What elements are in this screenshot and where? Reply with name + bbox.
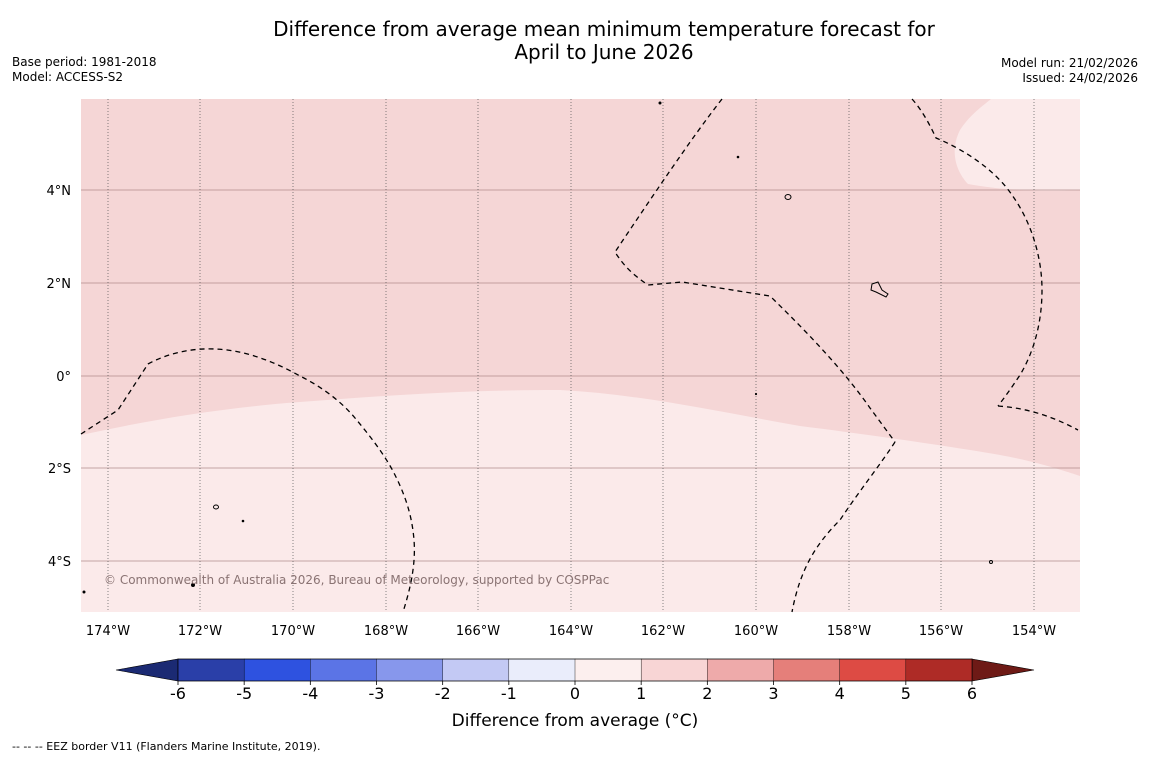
lon-label: 154°W	[1012, 624, 1056, 639]
lon-label: 170°W	[271, 624, 315, 639]
anomaly-region-0-to-1-northeast	[954, 99, 1080, 191]
eez-border-southeast	[791, 441, 896, 613]
colorbar-under-arrow	[115, 658, 179, 682]
lat-label: 2°N	[47, 277, 72, 292]
colorbar-tick-label: 0	[570, 684, 580, 703]
colorbar-segment	[310, 658, 377, 682]
lon-label: 158°W	[827, 624, 871, 639]
model-name: Model: ACCESS-S2	[12, 70, 124, 84]
lon-label: 166°W	[456, 624, 500, 639]
lon-label: 174°W	[86, 624, 130, 639]
copyright-text: © Commonwealth of Australia 2026, Bureau…	[104, 573, 609, 587]
meta-right: Model run: 21/02/2026 Issued: 24/02/2026	[1001, 56, 1138, 86]
issued-date: Issued: 24/02/2026	[1022, 71, 1138, 85]
lon-label: 160°W	[734, 624, 778, 639]
island	[870, 281, 889, 298]
colorbar-over-arrow	[971, 658, 1035, 682]
lon-label: 164°W	[549, 624, 593, 639]
island	[754, 392, 758, 396]
model-run: Model run: 21/02/2026	[1000, 56, 1138, 70]
colorbar-tick-label: 4	[835, 684, 845, 703]
colorbar-segment	[839, 658, 907, 682]
colorbar-tick-label: -4	[302, 684, 318, 703]
islands	[82, 101, 993, 594]
lat-label: 0°	[56, 370, 71, 385]
eez-border-west	[80, 348, 416, 613]
island	[241, 519, 245, 523]
eez-border-east	[911, 98, 1043, 407]
lat-label: 2°S	[48, 462, 71, 477]
colorbar-segment	[574, 658, 642, 682]
colorbar-segment	[177, 658, 245, 682]
colorbar: -6 -5 -4 -3 -2 -1 0 1 2 3 4 5 6	[115, 658, 1035, 703]
colorbar-segment	[773, 658, 841, 682]
island	[82, 590, 86, 594]
lat-label: 4°N	[47, 184, 72, 199]
eez-border-central	[614, 98, 896, 443]
island	[213, 504, 219, 510]
island	[736, 155, 740, 159]
colorbar-tick-label: -2	[435, 684, 451, 703]
island	[989, 560, 993, 564]
colorbar-segment	[508, 658, 576, 682]
lon-label: 168°W	[364, 624, 408, 639]
title-line-1: Difference from average mean minimum tem…	[273, 17, 935, 41]
colorbar-ticks: -6 -5 -4 -3 -2 -1 0 1 2 3 4 5 6	[170, 681, 977, 703]
island	[784, 194, 792, 200]
colorbar-tick-label: 6	[967, 684, 977, 703]
lat-axis-labels: 4°N 2°N 0° 2°S 4°S	[47, 184, 72, 570]
lat-label: 4°S	[48, 555, 71, 570]
map-title: Difference from average mean minimum tem…	[0, 18, 1150, 64]
island	[658, 101, 662, 105]
colorbar-tick-label: -6	[170, 684, 186, 703]
lon-label: 172°W	[178, 624, 222, 639]
lat-gridlines	[81, 189, 1080, 562]
lon-label: 162°W	[641, 624, 685, 639]
colorbar-tick-label: 1	[636, 684, 646, 703]
meta-left: Base period: 1981-2018 Model: ACCESS-S2	[12, 55, 157, 85]
colorbar-tick-label: 3	[768, 684, 778, 703]
lon-axis-labels: 174°W 172°W 170°W 168°W 166°W 164°W 162°…	[86, 624, 1056, 639]
colorbar-tick-label: -5	[236, 684, 252, 703]
colorbar-segments	[177, 658, 973, 682]
eez-border-east-south	[997, 405, 1079, 431]
eez-borders	[80, 98, 1079, 613]
colorbar-tick-label: 2	[702, 684, 712, 703]
lon-label: 156°W	[919, 624, 963, 639]
colorbar-tick-label: -3	[369, 684, 385, 703]
colorbar-tick-label: -1	[501, 684, 517, 703]
map-panel: © Commonwealth of Australia 2026, Bureau…	[80, 98, 1080, 613]
colorbar-label: Difference from average (°C)	[451, 711, 699, 731]
title-line-2: April to June 2026	[514, 40, 694, 64]
colorbar-segment	[442, 658, 510, 682]
colorbar-segment	[707, 658, 775, 682]
anomaly-region-0-to-1-south	[81, 390, 1080, 612]
base-period: Base period: 1981-2018	[12, 55, 157, 69]
colorbar-segment	[640, 658, 708, 682]
colorbar-tick-label: 5	[901, 684, 911, 703]
eez-legend-footnote: -- -- -- EEZ border V11 (Flanders Marine…	[12, 740, 321, 753]
island	[191, 583, 195, 587]
colorbar-segment	[376, 658, 444, 682]
colorbar-segment	[905, 658, 973, 682]
colorbar-segment	[243, 658, 311, 682]
